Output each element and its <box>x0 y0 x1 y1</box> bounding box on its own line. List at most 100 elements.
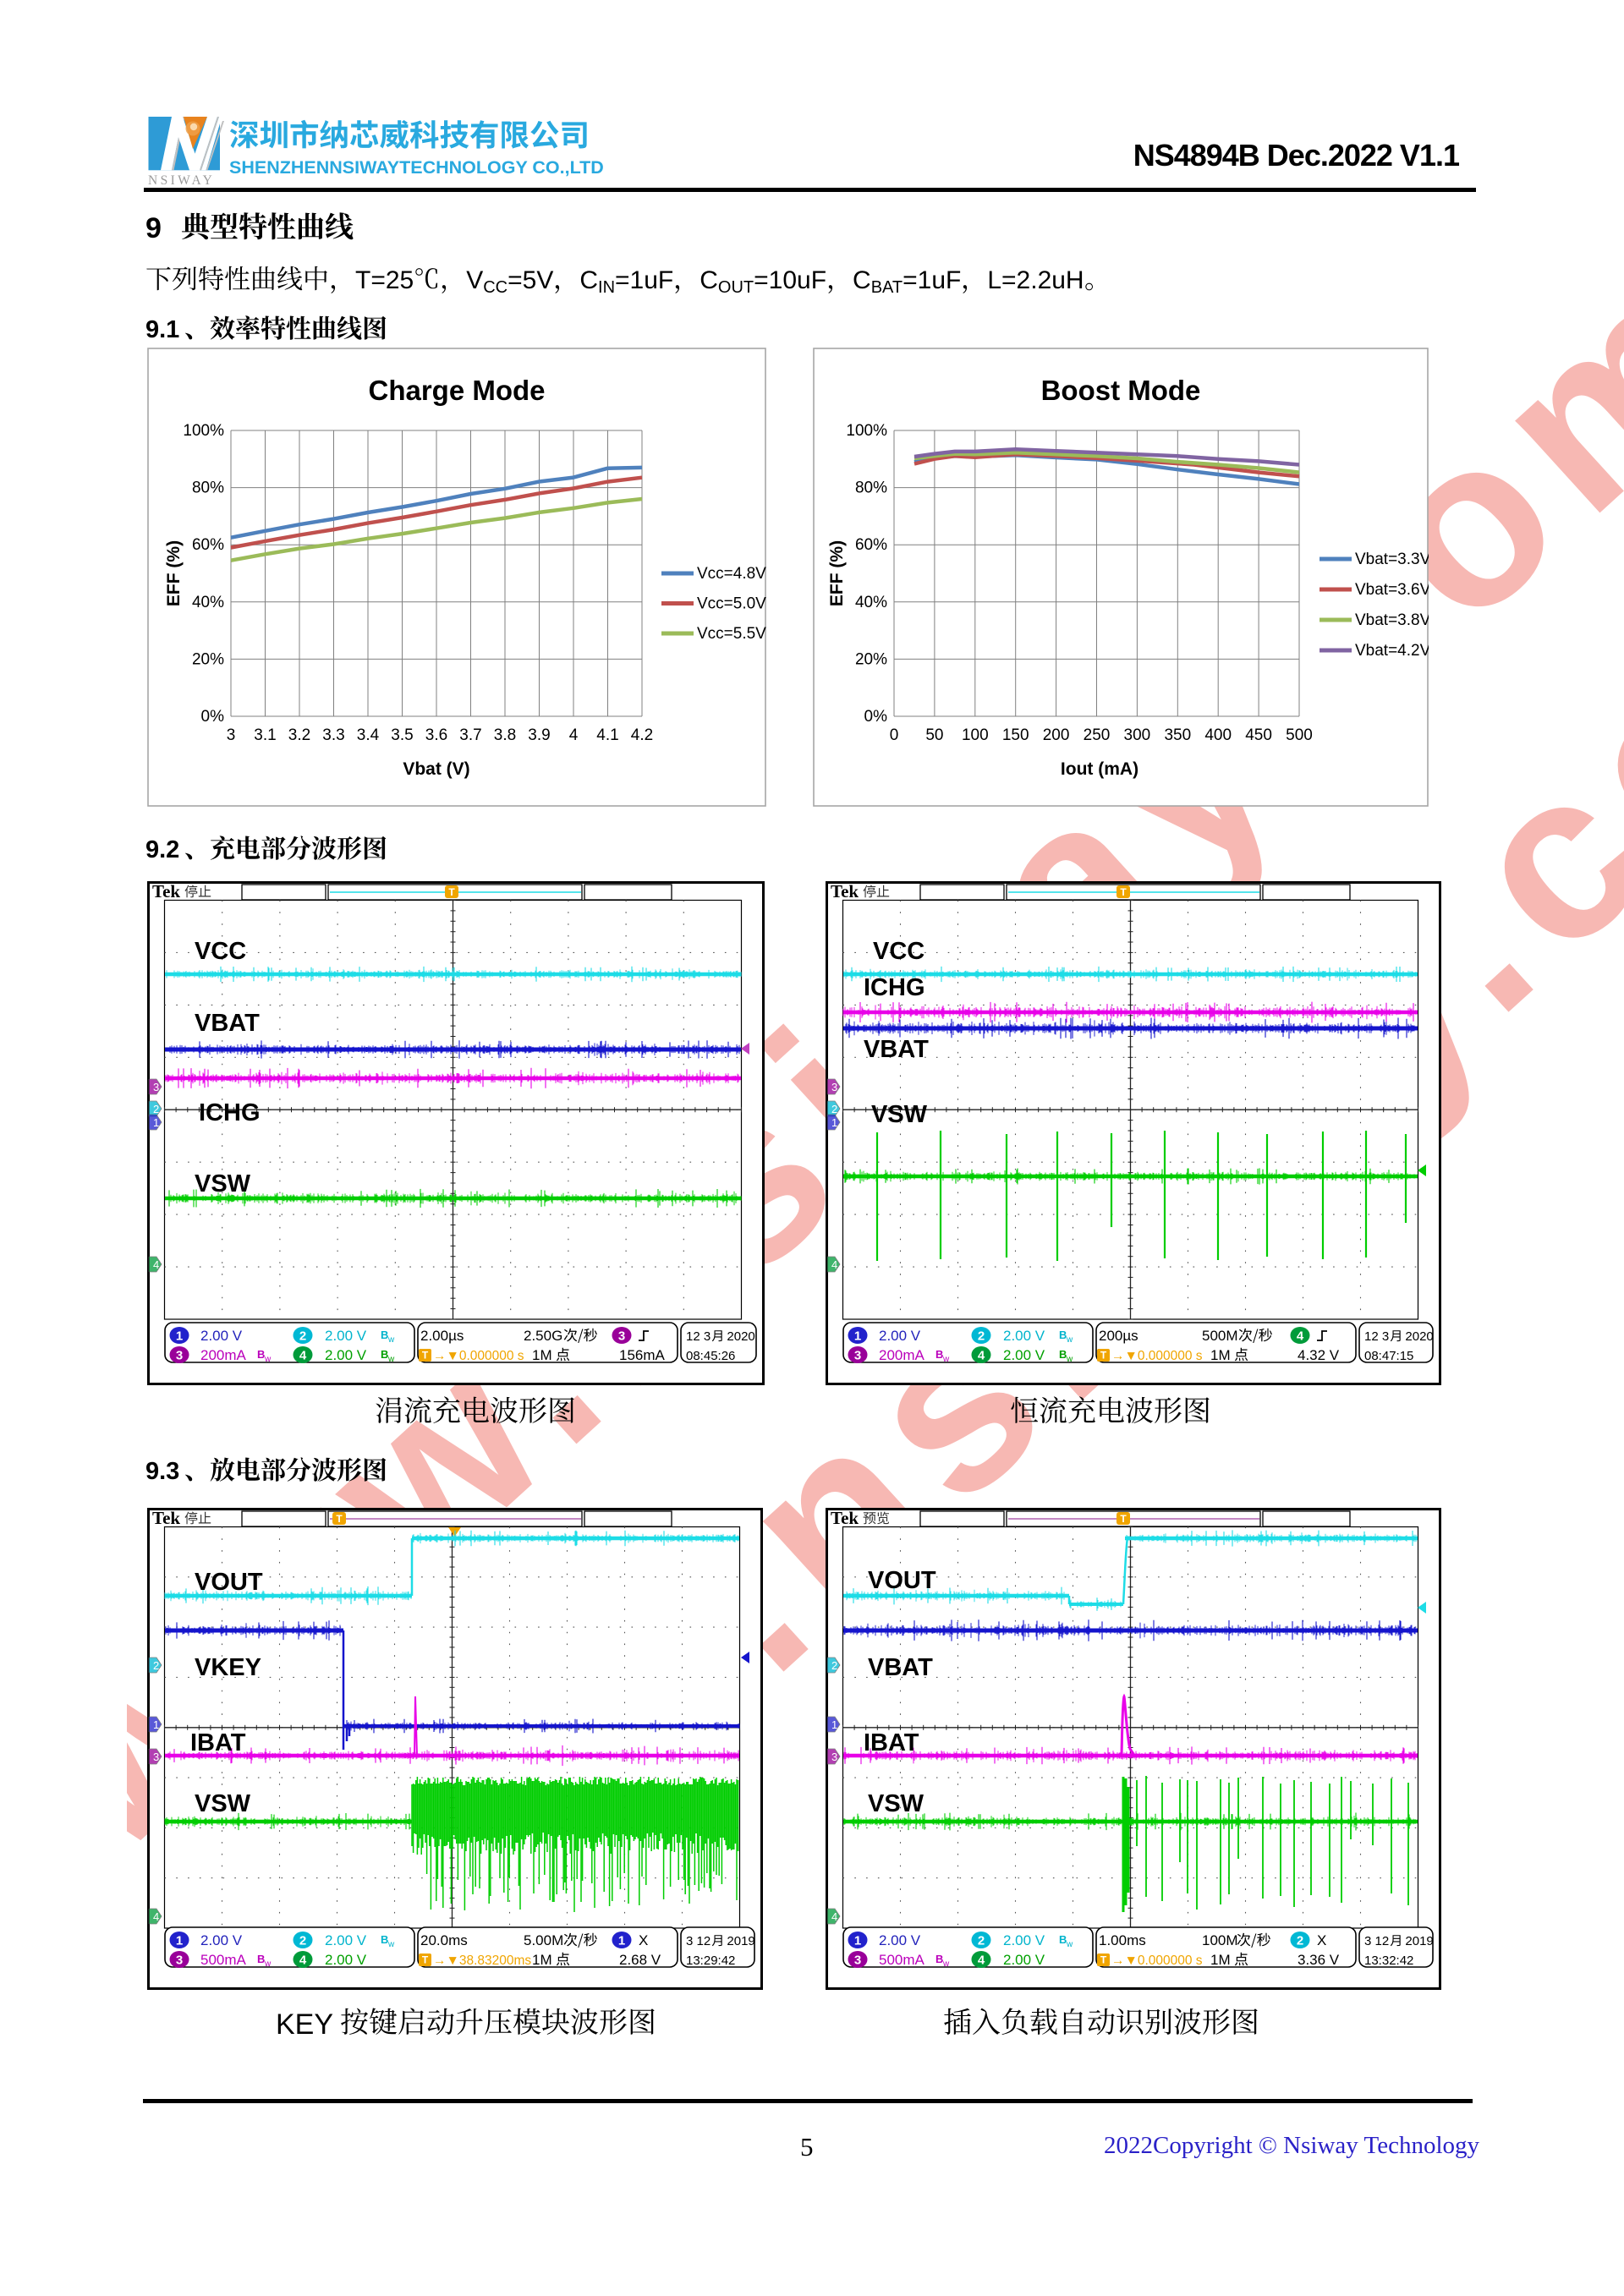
svg-text:w: w <box>387 1940 395 1949</box>
svg-text:IBAT: IBAT <box>190 1729 246 1756</box>
svg-text:2.00 V: 2.00 V <box>879 1932 921 1948</box>
svg-text:VCC: VCC <box>873 938 924 965</box>
svg-text:1.00ms: 1.00ms <box>1099 1932 1146 1948</box>
svg-text:B: B <box>257 1953 265 1965</box>
svg-text:IBAT: IBAT <box>864 1729 919 1756</box>
svg-text:1: 1 <box>831 1718 837 1731</box>
svg-text:3.6: 3.6 <box>425 726 447 744</box>
svg-text:B: B <box>935 1953 943 1965</box>
svg-text:B: B <box>257 1348 265 1361</box>
svg-text:5.00M: 5.00M <box>524 1932 563 1948</box>
svg-text:3.7: 3.7 <box>459 726 481 744</box>
svg-text:3 12: 3 12 <box>686 1934 710 1948</box>
svg-text:3: 3 <box>854 1349 861 1363</box>
svg-text:400: 400 <box>1204 726 1232 744</box>
svg-text:B: B <box>1059 1348 1067 1361</box>
svg-text:2: 2 <box>1297 1934 1303 1948</box>
svg-text:B: B <box>1059 1329 1067 1341</box>
svg-text:3: 3 <box>227 726 236 744</box>
svg-text:4: 4 <box>569 726 579 744</box>
svg-text:2020: 2020 <box>727 1329 754 1344</box>
svg-text:0: 0 <box>890 726 899 744</box>
svg-text:2.00 V: 2.00 V <box>200 1328 243 1344</box>
svg-text:w: w <box>264 1959 272 1969</box>
svg-text:Vbat=3.3V: Vbat=3.3V <box>1355 551 1429 568</box>
svg-text:→▼0.000000 s: →▼0.000000 s <box>433 1349 524 1363</box>
svg-text:3: 3 <box>153 1081 159 1093</box>
svg-text:1: 1 <box>176 1329 183 1344</box>
svg-text:100%: 100% <box>183 422 224 440</box>
svg-text:50: 50 <box>925 726 943 744</box>
svg-text:2.00 V: 2.00 V <box>325 1952 367 1968</box>
svg-text:VSW: VSW <box>868 1790 924 1817</box>
svg-text:3.8: 3.8 <box>494 726 516 744</box>
svg-text:Vcc=5.0V: Vcc=5.0V <box>697 595 766 613</box>
svg-text:Tek: Tek <box>831 1508 859 1528</box>
svg-text:150: 150 <box>1002 726 1029 744</box>
svg-text:w: w <box>942 1355 950 1364</box>
svg-text:500: 500 <box>1286 726 1313 744</box>
svg-text:40%: 40% <box>855 594 887 611</box>
svg-text:13:32:42: 13:32:42 <box>1364 1954 1413 1968</box>
svg-text:2020: 2020 <box>1405 1329 1433 1344</box>
svg-text:40%: 40% <box>192 594 224 611</box>
svg-text:VOUT: VOUT <box>868 1567 936 1594</box>
svg-text:3: 3 <box>854 1954 861 1968</box>
svg-text:2: 2 <box>153 1659 159 1672</box>
svg-text:3: 3 <box>831 1751 837 1763</box>
svg-text:2.00µs: 2.00µs <box>420 1328 464 1344</box>
svg-text:80%: 80% <box>855 479 887 497</box>
svg-text:2019: 2019 <box>727 1934 754 1948</box>
svg-text:3 12: 3 12 <box>1364 1934 1389 1948</box>
svg-text:2: 2 <box>831 1103 837 1115</box>
svg-text:3: 3 <box>618 1329 625 1344</box>
svg-text:VCC: VCC <box>195 938 246 965</box>
svg-text:VBAT: VBAT <box>864 1036 929 1063</box>
svg-text:→▼38.83200ms: →▼38.83200ms <box>433 1954 531 1968</box>
svg-text:4.32 V: 4.32 V <box>1298 1347 1340 1363</box>
svg-text:100: 100 <box>962 726 989 744</box>
svg-text:NSIWAY: NSIWAY <box>148 173 215 188</box>
svg-text:2.00 V: 2.00 V <box>200 1932 243 1948</box>
svg-text:2.00 V: 2.00 V <box>325 1328 367 1344</box>
svg-text:2: 2 <box>978 1934 985 1948</box>
svg-text:w: w <box>387 1355 395 1364</box>
svg-text:VSW: VSW <box>195 1170 251 1197</box>
svg-text:w: w <box>1066 1335 1073 1345</box>
svg-text:200: 200 <box>1043 726 1070 744</box>
svg-text:200mA: 200mA <box>200 1347 247 1363</box>
svg-text:250: 250 <box>1084 726 1111 744</box>
svg-text:100%: 100% <box>846 422 887 440</box>
svg-text:B: B <box>381 1329 388 1341</box>
svg-text:T: T <box>1100 1350 1107 1362</box>
svg-text:T: T <box>1120 1513 1127 1525</box>
svg-text:4: 4 <box>153 1258 159 1271</box>
svg-text:→▼0.000000 s: →▼0.000000 s <box>1111 1349 1203 1363</box>
svg-text:3: 3 <box>176 1954 183 1968</box>
svg-text:2.00 V: 2.00 V <box>1003 1347 1045 1363</box>
svg-text:80%: 80% <box>192 479 224 497</box>
svg-text:4: 4 <box>831 1910 837 1923</box>
svg-text:Boost Mode: Boost Mode <box>1041 375 1201 406</box>
svg-text:B: B <box>381 1933 388 1946</box>
svg-text:VSW: VSW <box>871 1101 928 1128</box>
svg-text:1M: 1M <box>1210 1952 1231 1968</box>
svg-text:T: T <box>1100 1954 1107 1966</box>
svg-text:ICHG: ICHG <box>864 974 925 1001</box>
svg-text:3.36 V: 3.36 V <box>1298 1952 1340 1968</box>
svg-text:3.1: 3.1 <box>254 726 276 744</box>
svg-text:08:45:26: 08:45:26 <box>686 1349 735 1363</box>
svg-text:350: 350 <box>1164 726 1191 744</box>
svg-text:1: 1 <box>854 1329 861 1344</box>
svg-text:2: 2 <box>299 1329 306 1344</box>
svg-text:4: 4 <box>299 1954 307 1968</box>
svg-text:1: 1 <box>831 1116 837 1129</box>
svg-text:500mA: 500mA <box>200 1952 247 1968</box>
svg-text:2.68 V: 2.68 V <box>619 1952 661 1968</box>
svg-text:VSW: VSW <box>195 1790 251 1817</box>
svg-text:w: w <box>1066 1940 1073 1949</box>
svg-text:Tek: Tek <box>831 881 859 901</box>
svg-text:450: 450 <box>1245 726 1272 744</box>
svg-text:1M: 1M <box>532 1347 552 1363</box>
svg-text:X: X <box>639 1932 648 1948</box>
